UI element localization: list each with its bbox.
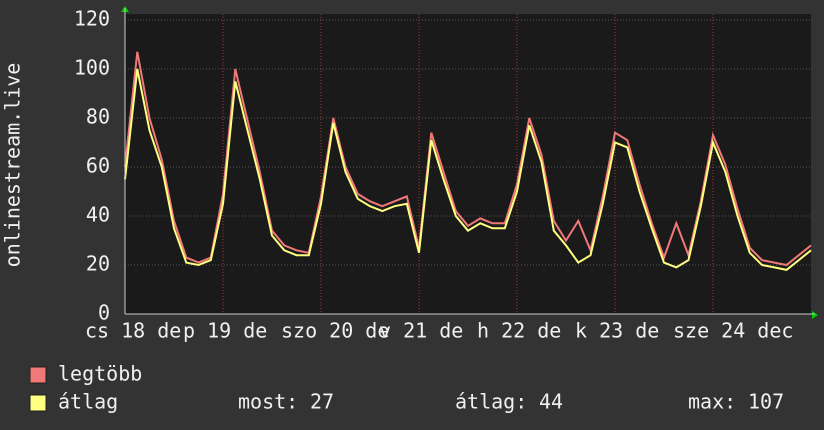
legend-swatch <box>29 366 47 384</box>
y-tick-label: 80 <box>86 105 110 129</box>
y-tick-label: 0 <box>98 301 110 325</box>
x-tick-label: sze 24 dec <box>673 319 793 343</box>
x-tick-label: p 19 de <box>183 319 267 343</box>
x-tick-label: k 23 de <box>575 319 659 343</box>
x-tick-label: szo 20 de <box>281 319 389 343</box>
stat-value: 27 <box>310 390 334 414</box>
y-tick-label: 40 <box>86 203 110 227</box>
x-tick-label: v 21 de <box>379 319 463 343</box>
stat-label: átlag: <box>455 390 527 414</box>
y-tick-label: 60 <box>86 154 110 178</box>
stat-value: 44 <box>539 390 563 414</box>
stat-label: most: <box>238 390 298 414</box>
stat-value: 107 <box>748 390 784 414</box>
line <box>124 68 812 271</box>
legend-label: legtöbb <box>58 362 142 386</box>
axis-arrow <box>812 311 818 319</box>
legend-swatch <box>29 394 47 412</box>
y-tick-label: 20 <box>86 252 110 276</box>
y-axis-label: onlinestream.live <box>1 63 25 268</box>
legend-label: átlag <box>58 390 118 414</box>
y-tick-label: 120 <box>74 7 110 31</box>
x-tick-label: cs 18 de <box>85 319 181 343</box>
line <box>124 51 812 267</box>
plot-area <box>125 14 811 314</box>
stat-label: max: <box>688 390 736 414</box>
y-tick-label: 100 <box>74 56 110 80</box>
x-tick-label: h 22 de <box>477 319 561 343</box>
